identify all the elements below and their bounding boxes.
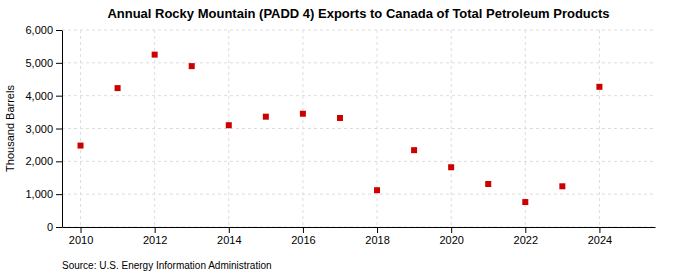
x-grid-line <box>302 30 303 227</box>
x-grid-line <box>451 30 452 227</box>
x-tick: 2012 <box>143 227 167 246</box>
y-tick-mark <box>56 129 62 130</box>
y-tick: 2,000 <box>25 155 62 167</box>
point <box>411 147 417 153</box>
x-tick-label: 2016 <box>291 234 315 246</box>
x-tick: 2022 <box>514 227 538 246</box>
y-grid-line <box>62 227 655 228</box>
y-grid-line <box>62 128 655 129</box>
y-tick-mark <box>56 63 62 64</box>
y-tick: 5,000 <box>25 57 62 69</box>
point <box>115 85 121 91</box>
y-grid-line <box>62 161 655 162</box>
x-tick-label: 2018 <box>365 234 389 246</box>
x-tick-mark <box>377 227 378 233</box>
title: Annual Rocky Mountain (PADD 4) Exports t… <box>107 6 609 21</box>
point <box>189 63 195 69</box>
plot: 2010 2012 2014 2016 2018 2020 2022 2024 0 1,000 2,… <box>25 24 655 246</box>
y-grid-line <box>62 30 655 31</box>
grid <box>62 30 655 227</box>
y-tick-label: 5,000 <box>25 57 53 69</box>
y-tick: 3,000 <box>25 123 62 135</box>
y-grid-line <box>62 62 655 63</box>
y-tick: 1,000 <box>25 188 62 200</box>
y-grid-line <box>62 194 655 195</box>
x-tick-mark <box>229 227 230 233</box>
y-axis-label: Thousand Barrels <box>4 85 16 172</box>
x-grid-line <box>228 30 229 227</box>
x-tick-label: 2024 <box>588 234 612 246</box>
y-tick-mark <box>56 30 62 31</box>
x-grid-line <box>525 30 526 227</box>
points <box>78 52 603 205</box>
y-tick: 0 <box>47 221 62 233</box>
y-grid-line <box>62 95 655 96</box>
y-axis-line <box>62 31 63 228</box>
y-tick-label: 1,000 <box>25 188 53 200</box>
x-tick: 2014 <box>217 227 241 246</box>
point <box>448 164 454 170</box>
x-tick-label: 2010 <box>69 234 93 246</box>
point <box>263 114 269 120</box>
y-tick-label: 0 <box>47 221 53 233</box>
x-tick-label: 2020 <box>439 234 463 246</box>
point <box>152 52 158 58</box>
point <box>374 187 380 193</box>
x-grid-line <box>80 30 81 227</box>
y-tick-label: 3,000 <box>25 123 53 135</box>
x-tick: 2020 <box>439 227 463 246</box>
x-grid-line <box>377 30 378 227</box>
x-tick-mark <box>155 227 156 233</box>
annotation: Source: U.S. Energy Information Administ… <box>62 260 272 271</box>
y-tick-mark <box>56 96 62 97</box>
y-tick-mark <box>56 161 62 162</box>
y-tick-label: 4,000 <box>25 90 53 102</box>
x-tick-mark <box>451 227 452 233</box>
x-axis: 2010 2012 2014 2016 2018 2020 2022 2024 <box>63 227 656 246</box>
x-grid-line <box>154 30 155 227</box>
point <box>522 199 528 205</box>
x-axis-line <box>63 227 656 228</box>
chart: 2010 2012 2014 2016 2018 2020 2022 2024 0 1,000 2,… <box>0 0 675 275</box>
y-tick-label: 2,000 <box>25 155 53 167</box>
y-axis: 0 1,000 2,000 3,000 4,000 5,000 6,000 <box>25 24 62 233</box>
x-tick-mark <box>525 227 526 233</box>
y-tick-mark <box>56 194 62 195</box>
point <box>300 111 306 117</box>
point <box>226 122 232 128</box>
point <box>596 84 602 90</box>
x-tick: 2024 <box>588 227 612 246</box>
point <box>337 115 343 121</box>
y-tick: 4,000 <box>25 90 62 102</box>
x-tick: 2018 <box>365 227 389 246</box>
y-tick-mark <box>56 227 62 228</box>
x-tick-mark <box>303 227 304 233</box>
x-tick-mark <box>599 227 600 233</box>
point <box>78 143 84 149</box>
point <box>559 183 565 189</box>
x-tick-label: 2012 <box>143 234 167 246</box>
point <box>485 181 491 187</box>
x-tick: 2016 <box>291 227 315 246</box>
x-tick-label: 2014 <box>217 234 241 246</box>
y-tick-label: 6,000 <box>25 24 53 36</box>
x-tick: 2010 <box>69 227 93 246</box>
x-tick-label: 2022 <box>514 234 538 246</box>
x-tick-mark <box>81 227 82 233</box>
y-tick: 6,000 <box>25 24 62 36</box>
x-grid-line <box>599 30 600 227</box>
